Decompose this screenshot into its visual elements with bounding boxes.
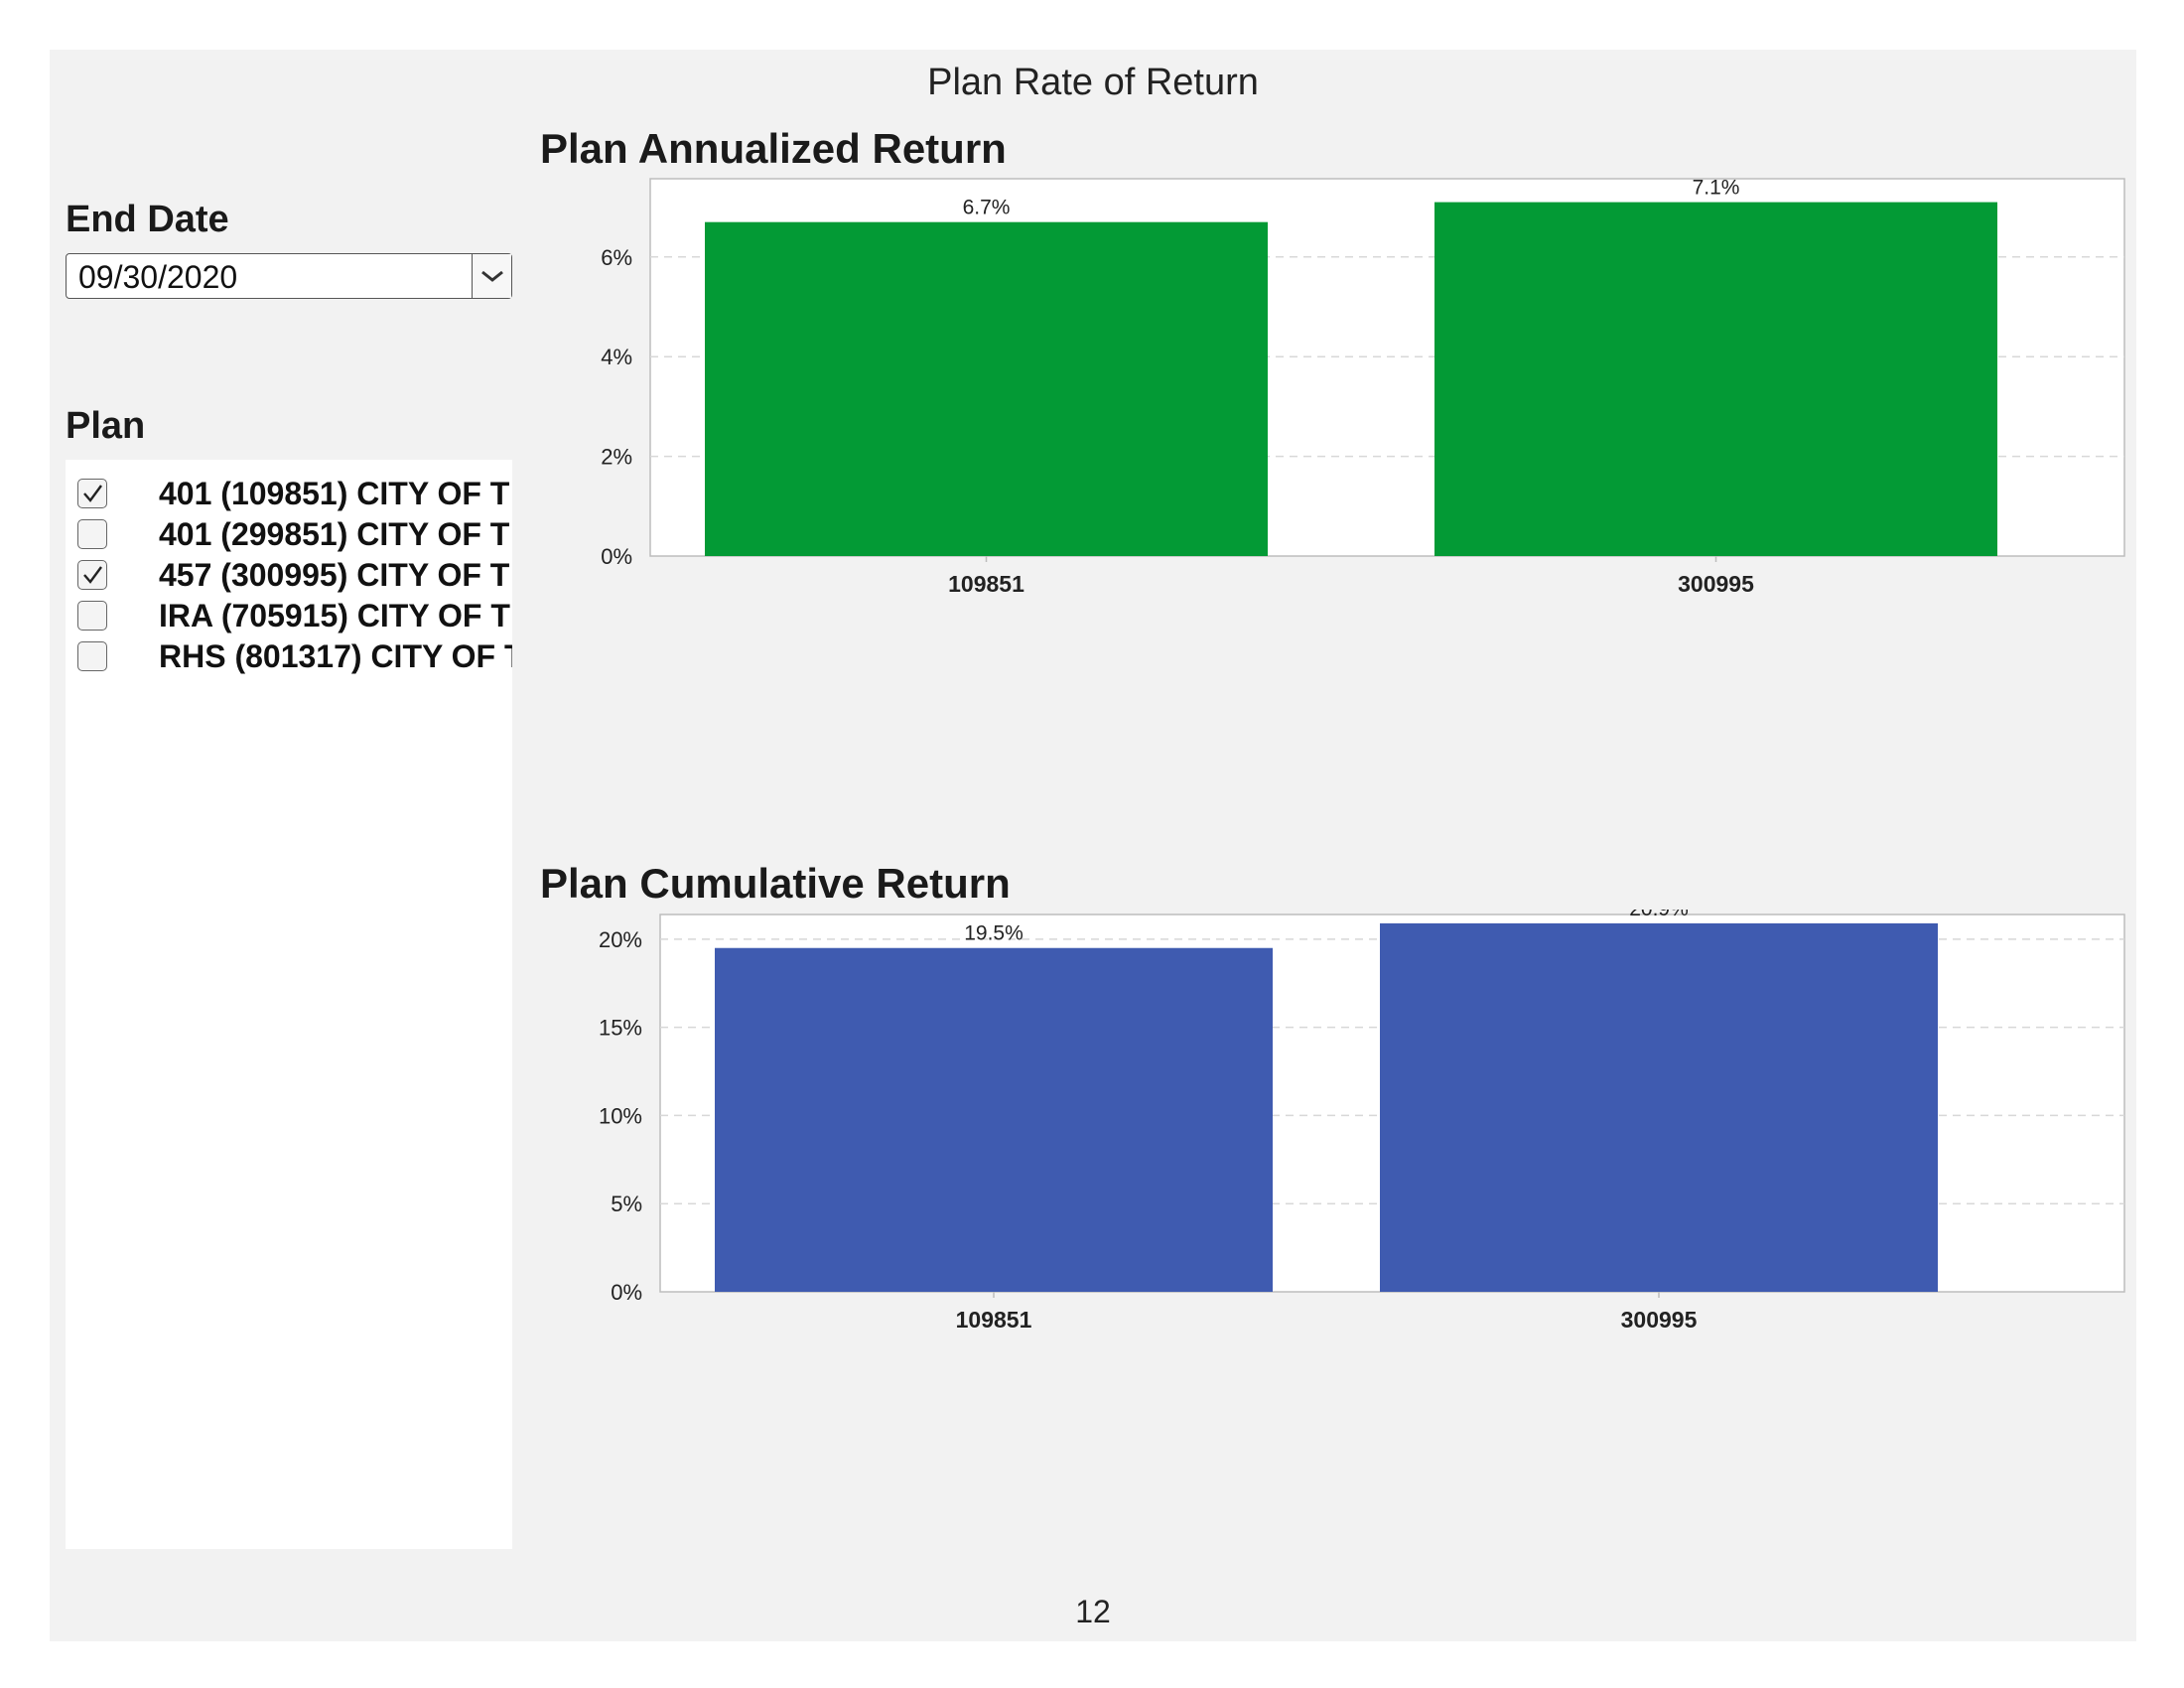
- data-label: 20.9%: [1629, 910, 1689, 920]
- y-tick-label: 10%: [599, 1103, 642, 1128]
- checkmark-icon: [83, 566, 102, 584]
- plan-item-label: 401 (109851) CITY OF T: [159, 476, 510, 511]
- y-tick-label: 2%: [601, 445, 632, 470]
- plan-item[interactable]: 401 (109851) CITY OF T: [66, 475, 512, 514]
- plan-checkbox[interactable]: [77, 560, 107, 590]
- x-tick-label: 109851: [948, 571, 1024, 597]
- data-label: 19.5%: [964, 922, 1024, 945]
- page-number: 12: [1075, 1594, 1111, 1629]
- plan-item[interactable]: 457 (300995) CITY OF T: [66, 556, 512, 596]
- plan-item-label: 401 (299851) CITY OF T: [159, 516, 510, 552]
- data-label: 7.1%: [1693, 177, 1740, 200]
- bar[interactable]: [705, 221, 1268, 556]
- x-tick-label: 300995: [1678, 571, 1754, 597]
- plan-item-label: 457 (300995) CITY OF T: [159, 557, 510, 593]
- plan-item[interactable]: IRA (705915) CITY OF T: [66, 597, 512, 636]
- y-tick-label: 0%: [601, 544, 632, 569]
- y-tick-label: 20%: [599, 927, 642, 952]
- annualized-chart-title: Plan Annualized Return: [540, 125, 1007, 172]
- x-tick-label: 109851: [956, 1307, 1032, 1333]
- annualized-return-chart: 0% 2% 4% 6% 6.7% 109851 7.1% 300995: [601, 177, 2125, 597]
- page-title: Plan Rate of Return: [927, 62, 1259, 103]
- end-date-value: 09/30/2020: [78, 259, 238, 295]
- plan-checkbox[interactable]: [77, 519, 107, 549]
- dropdown-button[interactable]: [472, 254, 511, 298]
- end-date-dropdown[interactable]: 09/30/2020: [66, 253, 512, 299]
- end-date-label: End Date: [66, 199, 229, 240]
- plan-item[interactable]: 401 (299851) CITY OF T: [66, 515, 512, 555]
- plan-list: 401 (109851) CITY OF T 401 (299851) CITY…: [66, 460, 512, 1549]
- y-tick-label: 4%: [601, 345, 632, 369]
- plan-checkbox[interactable]: [77, 479, 107, 508]
- cumulative-chart-title: Plan Cumulative Return: [540, 860, 1011, 907]
- report-page: Plan Rate of Return End Date 09/30/2020 …: [50, 50, 2136, 1641]
- plan-item-label: RHS (801317) CITY OF T: [159, 638, 512, 674]
- y-tick-label: 15%: [599, 1016, 642, 1041]
- data-label: 6.7%: [963, 197, 1011, 219]
- bar[interactable]: [1380, 922, 1938, 1292]
- bar[interactable]: [1434, 202, 1997, 556]
- y-tick-label: 6%: [601, 245, 632, 270]
- bar[interactable]: [715, 947, 1273, 1292]
- plan-filter-label: Plan: [66, 405, 146, 447]
- plan-checkbox[interactable]: [77, 601, 107, 631]
- y-tick-label: 0%: [611, 1280, 642, 1305]
- plan-checkbox[interactable]: [77, 641, 107, 671]
- plan-item-label: IRA (705915) CITY OF T: [159, 598, 510, 633]
- x-tick-label: 300995: [1621, 1307, 1698, 1333]
- checkmark-icon: [83, 485, 102, 502]
- plan-item[interactable]: RHS (801317) CITY OF T: [66, 637, 512, 677]
- cumulative-return-chart: 0% 5% 10% 15% 20% 19.5% 109851 20.9% 300995: [599, 910, 2125, 1333]
- y-tick-label: 5%: [611, 1192, 642, 1216]
- chevron-down-icon: [480, 270, 503, 282]
